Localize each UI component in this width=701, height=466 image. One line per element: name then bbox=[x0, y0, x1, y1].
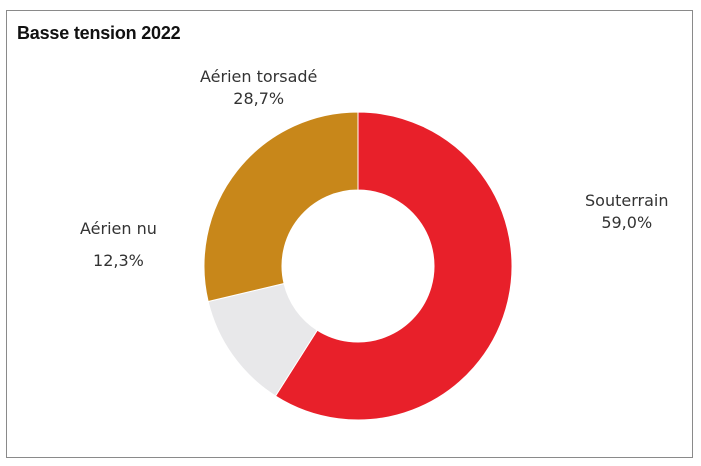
chart-title: Basse tension 2022 bbox=[17, 23, 181, 43]
donut-slice-souterrain bbox=[274, 111, 513, 421]
slice-label-souterrain: Souterrain 59,0% bbox=[585, 190, 668, 234]
slice-label-aerien-torsade: Aérien torsadé 28,7% bbox=[200, 66, 317, 110]
slice-name-souterrain: Souterrain bbox=[585, 191, 669, 210]
donut-slice-aerien-torsade bbox=[203, 111, 359, 303]
slice-label-aerien-nu: Aérien nu 12,3% bbox=[80, 218, 157, 272]
slice-value-souterrain: 59,0% bbox=[601, 213, 653, 232]
slice-value-aerien-torsade: 28,7% bbox=[233, 89, 285, 108]
slice-name-aerien-torsade: Aérien torsadé bbox=[200, 67, 318, 86]
slice-value-aerien-nu: 12,3% bbox=[93, 251, 144, 270]
slice-name-aerien-nu: Aérien nu bbox=[80, 219, 157, 238]
